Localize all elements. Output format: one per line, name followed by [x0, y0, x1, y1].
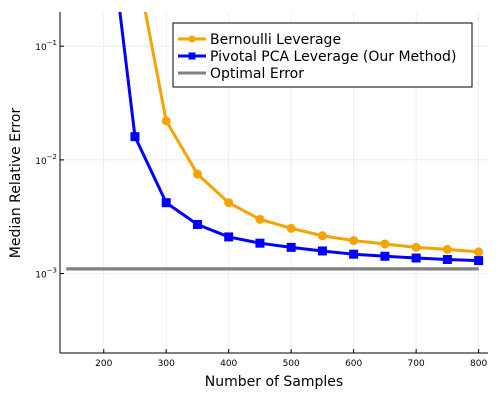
data-point: [411, 242, 421, 252]
data-point: [442, 254, 452, 264]
data-point: [224, 232, 234, 242]
data-point: [130, 132, 140, 142]
data-point: [286, 242, 296, 252]
data-point: [161, 116, 171, 126]
data-point: [286, 223, 296, 233]
y-tick-label: 10−1: [35, 39, 57, 53]
data-point: [442, 244, 452, 254]
data-point: [192, 220, 202, 230]
x-ticks: 200 300 400 500 600 700 800: [95, 349, 487, 369]
series-layer: [66, 12, 484, 271]
y-tick-label: 10−2: [35, 153, 57, 167]
data-point: [255, 214, 265, 224]
data-point: [380, 251, 390, 261]
legend-swatch-marker: [188, 52, 196, 60]
data-point: [411, 253, 421, 263]
x-axis-label: Number of Samples: [205, 374, 343, 390]
legend-item-3: Optimal Error: [178, 66, 304, 82]
data-point: [349, 249, 359, 259]
y-ticks: 10−3 10−2 10−1: [35, 39, 64, 281]
y-axis-label: Median Relative Error: [8, 108, 24, 259]
data-point: [224, 198, 234, 208]
series-line: [143, 12, 479, 254]
data-point: [161, 198, 171, 208]
x-tick-label: 400: [220, 359, 237, 369]
legend-label: Bernoulli Leverage: [210, 32, 341, 48]
series-1: [143, 12, 484, 257]
x-tick-label: 300: [158, 359, 175, 369]
x-tick-label: 500: [283, 359, 300, 369]
legend-label: Pivotal PCA Leverage (Our Method): [210, 49, 456, 65]
series-2: [118, 12, 484, 266]
x-tick-label: 800: [470, 359, 487, 369]
data-point: [380, 239, 390, 249]
data-point: [349, 236, 359, 246]
x-tick-label: 700: [408, 359, 425, 369]
data-point: [192, 169, 202, 179]
legend-swatch-marker: [188, 35, 196, 43]
legend-item-1: Bernoulli Leverage: [178, 32, 341, 48]
y-tick-label: 10−3: [35, 267, 57, 281]
axes: [59, 12, 488, 354]
legend-item-2: Pivotal PCA Leverage (Our Method): [178, 49, 456, 65]
data-point: [317, 246, 327, 256]
x-tick-label: 600: [345, 359, 362, 369]
data-point: [474, 256, 484, 266]
data-point: [255, 238, 265, 248]
legend-label: Optimal Error: [210, 66, 304, 82]
x-tick-label: 200: [95, 359, 112, 369]
data-point: [317, 231, 327, 241]
data-point: [474, 247, 484, 257]
legend-box: [172, 22, 473, 88]
